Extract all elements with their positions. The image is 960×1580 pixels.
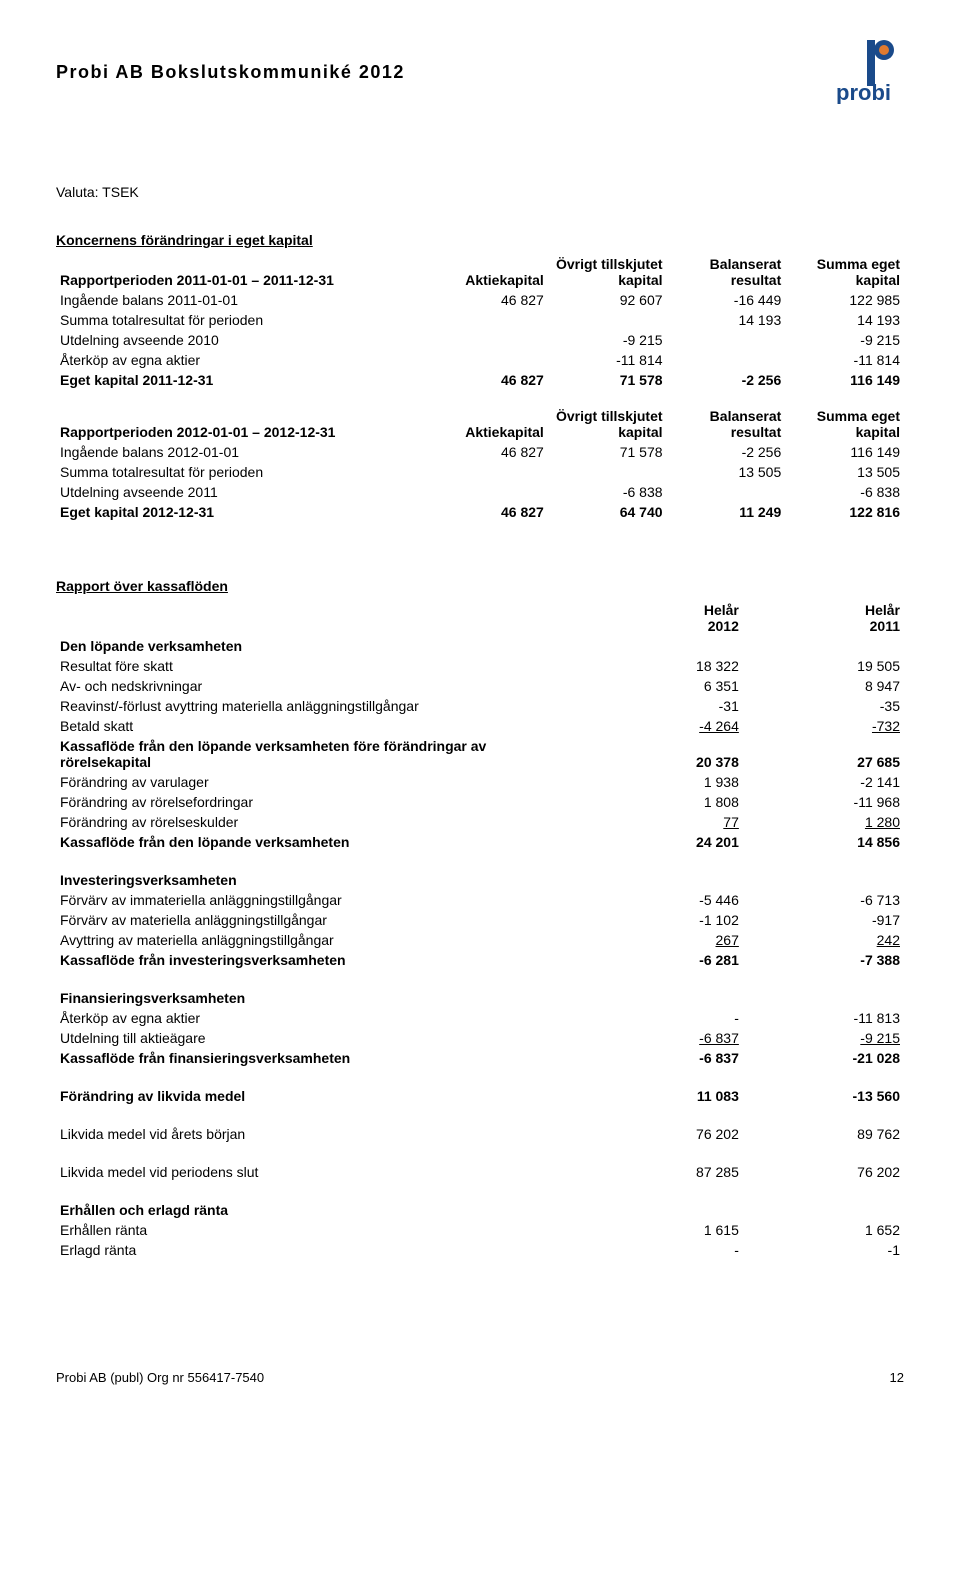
svg-text:probi: probi (836, 80, 891, 104)
table-row: Förvärv av immateriella anläggningstillg… (56, 890, 904, 910)
table-row: Ingående balans 2012-01-0146 82771 578-2… (56, 442, 904, 462)
table-row: Kassaflöde från investeringsverksamheten… (56, 950, 904, 970)
cashflow-section-title: Rapport över kassaflöden (56, 578, 904, 594)
table-row: Förändring av varulager1 938-2 141 (56, 772, 904, 792)
col-header: Helår2012 (582, 600, 743, 636)
col-header: Balanseratresultat (667, 254, 786, 290)
footer-org: Probi AB (publ) Org nr 556417-7540 (56, 1370, 264, 1385)
table-row: Resultat före skatt18 32219 505 (56, 656, 904, 676)
page-number: 12 (890, 1370, 904, 1385)
section-heading-row: Erhållen och erlagd ränta (56, 1200, 904, 1220)
col-header: Summa egetkapital (785, 406, 904, 442)
page-footer: Probi AB (publ) Org nr 556417-7540 12 (56, 1370, 904, 1385)
document-title: Probi AB Bokslutskommuniké 2012 (56, 62, 405, 83)
table-row: Utdelning till aktieägare-6 837-9 215 (56, 1028, 904, 1048)
col-header: Summa egetkapital (785, 254, 904, 290)
col-header: Balanseratresultat (667, 406, 786, 442)
equity-section-title: Koncernens förändringar i eget kapital (56, 232, 904, 248)
table-row: Av- och nedskrivningar6 3518 947 (56, 676, 904, 696)
table-row: Återköp av egna aktier-11 814-11 814 (56, 350, 904, 370)
table-row: Förändring av likvida medel11 083-13 560 (56, 1086, 904, 1106)
table-row: Förändring av rörelseskulder771 280 (56, 812, 904, 832)
table-row: Utdelning avseende 2010-9 215-9 215 (56, 330, 904, 350)
table-row: Erlagd ränta--1 (56, 1240, 904, 1260)
probi-logo-icon: probi (834, 40, 904, 104)
section-heading-row: Den löpande verksamheten (56, 636, 904, 656)
table-row: Kassaflöde från den löpande verksamheten… (56, 736, 904, 772)
table-row: Utdelning avseende 2011-6 838-6 838 (56, 482, 904, 502)
table-header-row: Helår2012 Helår2011 (56, 600, 904, 636)
table-row: Likvida medel vid periodens slut87 28576… (56, 1162, 904, 1182)
section-heading-row: Finansieringsverksamheten (56, 988, 904, 1008)
col-header: Övrigt tillskjutetkapital (548, 254, 667, 290)
table-row: Eget kapital 2012-12-3146 82764 74011 24… (56, 502, 904, 522)
table-row: Erhållen ränta1 6151 652 (56, 1220, 904, 1240)
table-row: Reavinst/-förlust avyttring materiella a… (56, 696, 904, 716)
table-header-row: Rapportperioden 2012-01-01 – 2012-12-31 … (56, 406, 904, 442)
col-header: Helår2011 (743, 600, 904, 636)
table-row: Betald skatt-4 264-732 (56, 716, 904, 736)
col-header: Aktiekapital (429, 254, 548, 290)
table-row: Förvärv av materiella anläggningstillgån… (56, 910, 904, 930)
table-header-row: Rapportperioden 2011-01-01 – 2011-12-31 … (56, 254, 904, 290)
period-label: Rapportperioden 2012-01-01 – 2012-12-31 (56, 406, 429, 442)
table-row: Avyttring av materiella anläggningstillg… (56, 930, 904, 950)
period-label: Rapportperioden 2011-01-01 – 2011-12-31 (56, 254, 429, 290)
col-header: Övrigt tillskjutetkapital (548, 406, 667, 442)
table-row: Summa totalresultat för perioden14 19314… (56, 310, 904, 330)
table-row: Förändring av rörelsefordringar1 808-11 … (56, 792, 904, 812)
section-heading-row: Investeringsverksamheten (56, 870, 904, 890)
table-row: Återköp av egna aktier--11 813 (56, 1008, 904, 1028)
currency-label: Valuta: TSEK (56, 184, 904, 200)
equity-table-2012: Rapportperioden 2012-01-01 – 2012-12-31 … (56, 406, 904, 522)
table-row: Ingående balans 2011-01-0146 82792 607-1… (56, 290, 904, 310)
table-row: Eget kapital 2011-12-3146 82771 578-2 25… (56, 370, 904, 390)
table-row: Summa totalresultat för perioden13 50513… (56, 462, 904, 482)
table-row: Kassaflöde från finansieringsverksamhete… (56, 1048, 904, 1068)
table-row: Kassaflöde från den löpande verksamheten… (56, 832, 904, 852)
table-row: Likvida medel vid årets början76 20289 7… (56, 1124, 904, 1144)
col-header: Aktiekapital (429, 406, 548, 442)
page-header: Probi AB Bokslutskommuniké 2012 probi (56, 40, 904, 104)
equity-table-2011: Rapportperioden 2011-01-01 – 2011-12-31 … (56, 254, 904, 390)
cashflow-table: Helår2012 Helår2011 Den löpande verksamh… (56, 600, 904, 1260)
